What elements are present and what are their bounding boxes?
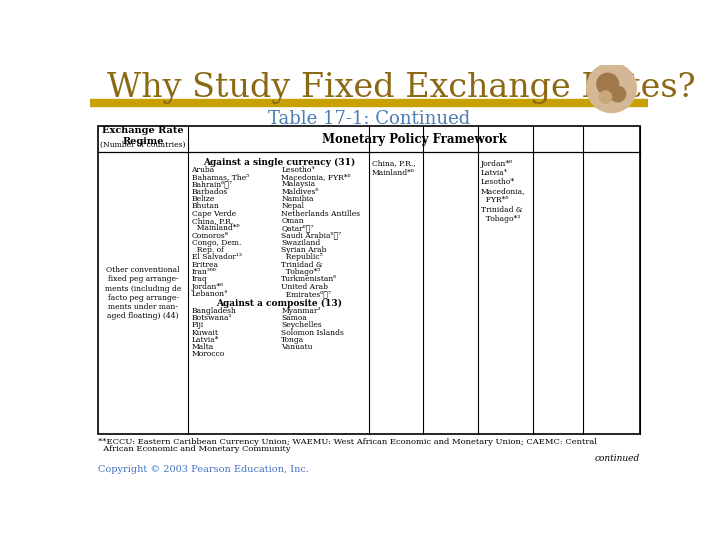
Text: Latvia*: Latvia* bbox=[192, 336, 219, 344]
Text: Netherlands Antilles: Netherlands Antilles bbox=[282, 210, 361, 218]
Text: Monetary Policy Framework: Monetary Policy Framework bbox=[322, 133, 507, 146]
Text: Qatar⁶‧⁷: Qatar⁶‧⁷ bbox=[282, 224, 314, 232]
Text: Myanmar³: Myanmar³ bbox=[282, 307, 321, 315]
Text: Other conventional
fixed peg arrange-
ments (including de
facto peg arrange-
men: Other conventional fixed peg arrange- me… bbox=[105, 266, 181, 320]
Text: Barbados: Barbados bbox=[192, 187, 228, 195]
Text: Jordan*⁶
Latvia⁴
Lesotho*
Macedonia,
  FYR*⁶
Trinidad &
  Tobago*³: Jordan*⁶ Latvia⁴ Lesotho* Macedonia, FYR… bbox=[481, 159, 525, 222]
Text: Copyright © 2003 Pearson Education, Inc.: Copyright © 2003 Pearson Education, Inc. bbox=[98, 465, 309, 475]
Text: Morocco: Morocco bbox=[192, 350, 225, 359]
Text: Tobago*⁵: Tobago*⁵ bbox=[282, 268, 320, 276]
Text: Oman: Oman bbox=[282, 217, 304, 225]
Text: Cape Verde: Cape Verde bbox=[192, 210, 235, 218]
Text: Vanuatu: Vanuatu bbox=[282, 343, 313, 351]
Text: Bahrain⁶‧⁷: Bahrain⁶‧⁷ bbox=[192, 180, 233, 188]
Text: Table 17-1: Continued: Table 17-1: Continued bbox=[268, 110, 470, 127]
Text: China, P.R.,
Mainland*⁶: China, P.R., Mainland*⁶ bbox=[372, 159, 415, 177]
Text: China, P.R.: China, P.R. bbox=[192, 217, 233, 225]
Text: Belize: Belize bbox=[192, 195, 215, 203]
Text: Saudi Arabia⁶‧⁷: Saudi Arabia⁶‧⁷ bbox=[282, 232, 341, 240]
Text: Lesotho⁴: Lesotho⁴ bbox=[282, 166, 315, 174]
Text: Malta: Malta bbox=[192, 343, 214, 351]
Text: African Economic and Monetary Community: African Economic and Monetary Community bbox=[98, 445, 290, 453]
Text: Seychelles: Seychelles bbox=[282, 321, 322, 329]
Bar bbox=[98, 126, 640, 434]
Text: Nepal: Nepal bbox=[282, 202, 305, 210]
Text: Tonga: Tonga bbox=[282, 336, 305, 344]
Text: Bhutan: Bhutan bbox=[192, 202, 220, 210]
Text: Emirates⁶‧⁷: Emirates⁶‧⁷ bbox=[282, 290, 331, 298]
Text: Trinidad &: Trinidad & bbox=[282, 261, 323, 269]
Text: Malaysia: Malaysia bbox=[282, 180, 315, 188]
Text: Bahamas, The⁵: Bahamas, The⁵ bbox=[192, 173, 249, 181]
Text: Swaziland: Swaziland bbox=[282, 239, 320, 247]
Text: Iraq: Iraq bbox=[192, 275, 207, 284]
Text: Botswana²: Botswana² bbox=[192, 314, 232, 322]
Text: Against a composite (13): Against a composite (13) bbox=[216, 299, 342, 308]
Circle shape bbox=[599, 91, 611, 103]
Text: Maldives⁶: Maldives⁶ bbox=[282, 187, 319, 195]
Text: Namibia: Namibia bbox=[282, 195, 314, 203]
Text: Samoa: Samoa bbox=[282, 314, 307, 322]
Circle shape bbox=[587, 63, 636, 112]
Text: Macedonia, FYR*⁶: Macedonia, FYR*⁶ bbox=[282, 173, 351, 181]
Bar bbox=[90, 99, 648, 106]
Text: Kuwait: Kuwait bbox=[192, 328, 219, 336]
Text: Solomon Islands: Solomon Islands bbox=[282, 328, 344, 336]
Text: Mainland*⁶: Mainland*⁶ bbox=[192, 224, 239, 232]
Text: Aruba: Aruba bbox=[192, 166, 215, 174]
Text: Jordan*⁶: Jordan*⁶ bbox=[192, 283, 224, 291]
Text: Turkmenistan⁶: Turkmenistan⁶ bbox=[282, 275, 338, 284]
Text: Lebanon⁴: Lebanon⁴ bbox=[192, 290, 228, 298]
Circle shape bbox=[597, 73, 618, 95]
Text: United Arab: United Arab bbox=[282, 283, 328, 291]
Text: (Number of countries): (Number of countries) bbox=[100, 141, 186, 149]
Text: Republic⁵: Republic⁵ bbox=[282, 253, 323, 261]
Text: continued: continued bbox=[595, 455, 640, 463]
Text: Fiji: Fiji bbox=[192, 321, 204, 329]
Text: Syrian Arab: Syrian Arab bbox=[282, 246, 327, 254]
Text: Against a single currency (31): Against a single currency (31) bbox=[202, 158, 355, 167]
Text: Exchange Rate
Regime: Exchange Rate Regime bbox=[102, 126, 184, 146]
Text: **ECCU: Eastern Caribbean Currency Union; WAEMU: West African Economic and Monet: **ECCU: Eastern Caribbean Currency Union… bbox=[98, 438, 597, 446]
Text: Bangladesh: Bangladesh bbox=[192, 307, 236, 315]
Text: Congo, Dem.: Congo, Dem. bbox=[192, 239, 241, 247]
Text: El Salvador¹³: El Salvador¹³ bbox=[192, 253, 241, 261]
Text: Iran³⁶⁶: Iran³⁶⁶ bbox=[192, 268, 217, 276]
Text: Rep. of: Rep. of bbox=[192, 246, 223, 254]
Circle shape bbox=[610, 86, 626, 102]
Text: Comoros⁸: Comoros⁸ bbox=[192, 232, 228, 240]
Text: Why Study Fixed Exchange Rates?: Why Study Fixed Exchange Rates? bbox=[107, 72, 696, 104]
Text: Eritrea: Eritrea bbox=[192, 261, 219, 269]
